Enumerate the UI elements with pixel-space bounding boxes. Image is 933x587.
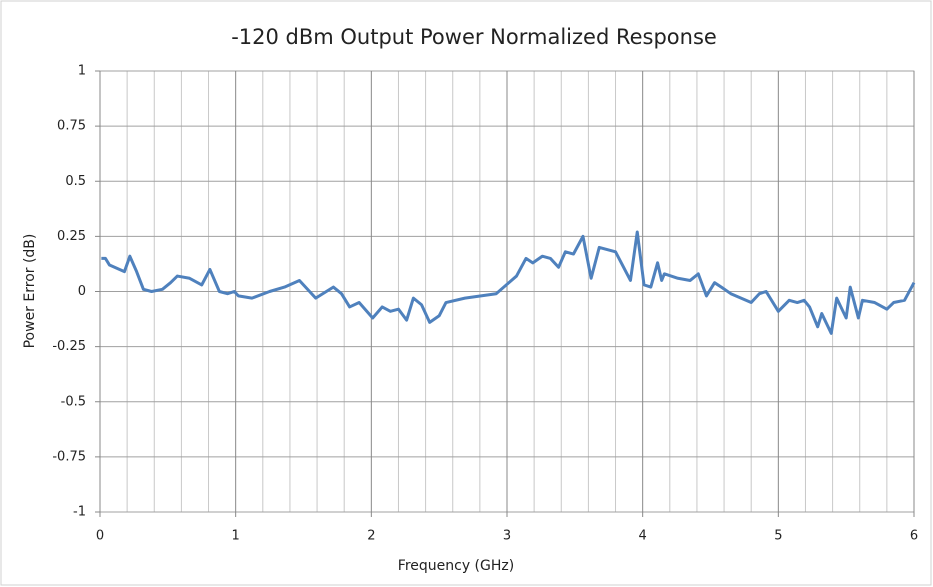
x-tick-label: 4 (639, 529, 647, 544)
chart-title: -120 dBm Output Power Normalized Respons… (231, 25, 717, 49)
y-tick-label: -1 (73, 505, 86, 520)
y-axis-title: Power Error (dB) (22, 234, 38, 349)
x-tick-label: 0 (96, 529, 104, 544)
x-tick-label: 6 (910, 529, 918, 544)
x-tick-label: 3 (503, 529, 511, 544)
y-tick-label: 0.25 (57, 229, 86, 244)
y-tick-label: 0.5 (65, 174, 86, 189)
x-tick-label: 1 (232, 529, 240, 544)
x-axis-title: Frequency (GHz) (398, 558, 514, 574)
y-tick-label: 1 (78, 64, 86, 79)
y-tick-label: -0.25 (52, 339, 86, 354)
x-tick-label: 5 (774, 529, 782, 544)
x-tick-label: 2 (367, 529, 375, 544)
y-tick-label: -0.5 (61, 394, 86, 409)
y-tick-label: 0.75 (57, 119, 86, 134)
y-tick-label: 0 (78, 284, 86, 299)
y-tick-label: -0.75 (52, 449, 86, 464)
data-line (101, 230, 916, 335)
